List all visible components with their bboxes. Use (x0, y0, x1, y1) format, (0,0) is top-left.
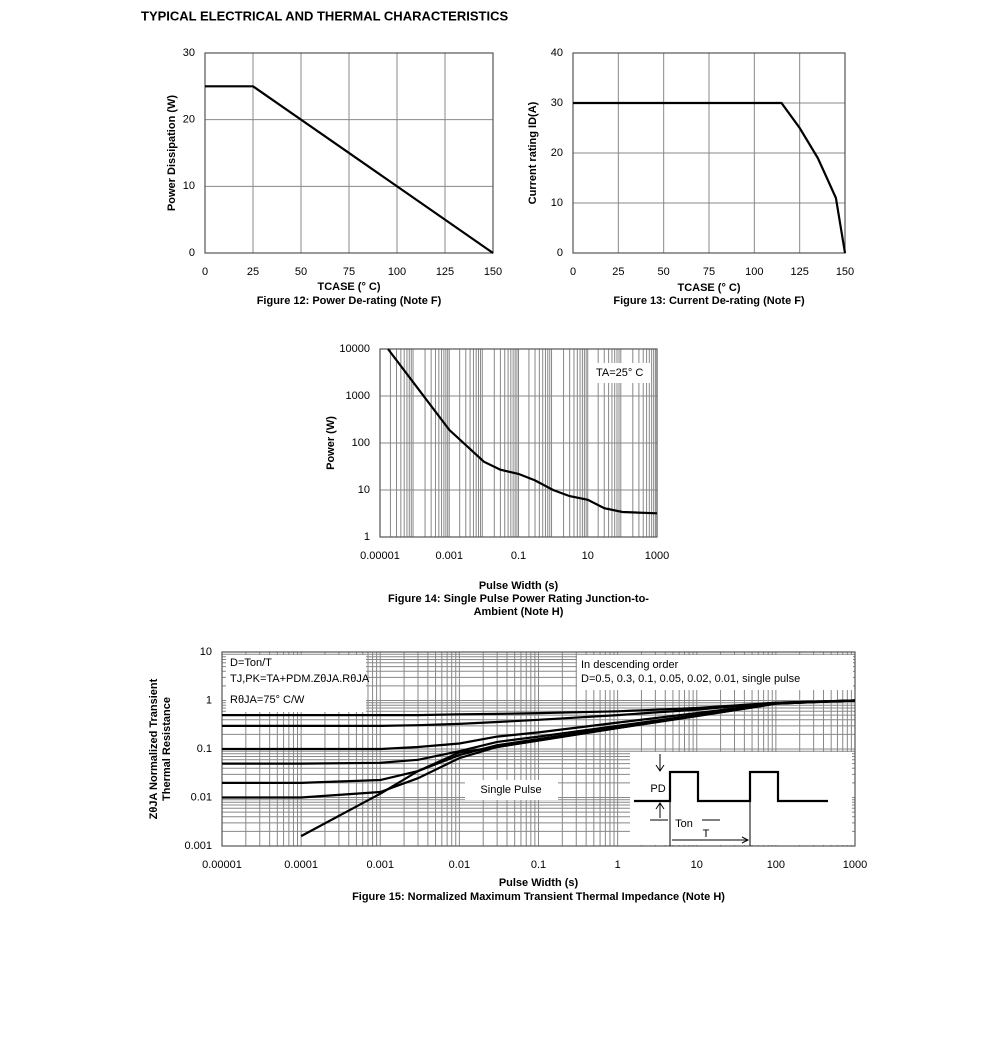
annotation: D=0.5, 0.3, 0.1, 0.05, 0.02, 0.01, singl… (581, 673, 800, 685)
annotation-box (577, 655, 853, 690)
x-axis-label: Pulse Width (s) (479, 580, 559, 592)
x-tick-label: 10 (691, 859, 703, 871)
annotation: RθJA=75° C/W (230, 694, 305, 706)
x-axis-label: Pulse Width (s) (499, 877, 579, 889)
annotation-box (465, 780, 558, 800)
y-tick-label: 10000 (339, 343, 370, 355)
x-tick-label: 10 (582, 550, 594, 562)
annotation: In descending order (581, 659, 679, 671)
y-tick-label: 0 (189, 247, 195, 259)
y-tick-label: 100 (352, 437, 370, 449)
y-tick-label: 1000 (346, 390, 370, 402)
y-axis-label: Power Dissipation (W) (166, 95, 178, 211)
data-line (387, 348, 658, 515)
annotation-box (226, 655, 366, 712)
x-tick-label: 0 (570, 266, 576, 278)
x-tick-label: 1000 (843, 859, 867, 871)
y-tick-label: 1 (364, 531, 370, 543)
y-axis-label: Power (W) (325, 416, 337, 470)
data-line (300, 699, 856, 838)
pulse-diagram (634, 754, 828, 846)
data-line (205, 85, 494, 254)
x-tick-label: 0.01 (449, 859, 470, 871)
y-axis-label: Current rating ID(A) (527, 101, 539, 204)
figure-caption: Figure 15: Normalized Maximum Transient … (352, 891, 725, 903)
x-tick-label: 0.1 (511, 550, 526, 562)
y-tick-label: 30 (551, 97, 563, 109)
x-tick-label: 25 (612, 266, 624, 278)
page-title: TYPICAL ELECTRICAL AND THERMAL CHARACTER… (141, 8, 508, 23)
annotation: Single Pulse (480, 784, 541, 796)
x-tick-label: 0.001 (435, 550, 463, 562)
x-tick-label: 75 (343, 266, 355, 278)
y-tick-label: 0.01 (191, 791, 212, 803)
y-axis-label: ZθJA Normalized Transient (148, 678, 160, 819)
x-tick-label: 1000 (645, 550, 669, 562)
x-tick-label: 25 (247, 266, 259, 278)
y-tick-label: 10 (358, 484, 370, 496)
x-tick-label: 0.00001 (360, 550, 400, 562)
y-tick-label: 10 (200, 646, 212, 658)
plot-frame (379, 348, 658, 538)
y-tick-label: 10 (551, 197, 563, 209)
annotation: TJ,PK=TA+PDM.ZθJA.RθJA (230, 673, 370, 685)
x-tick-label: 100 (767, 859, 785, 871)
x-tick-label: 150 (484, 266, 502, 278)
y-axis-label: Thermal Resistance (161, 697, 173, 801)
annotation: TA=25° C (596, 367, 643, 379)
annotation-box (590, 363, 650, 383)
x-tick-label: 0.00001 (202, 859, 242, 871)
x-tick-label: 50 (658, 266, 670, 278)
x-tick-label: 150 (836, 266, 854, 278)
y-tick-label: 20 (551, 147, 563, 159)
y-tick-label: 0.001 (184, 840, 212, 852)
x-tick-label: 1 (615, 859, 621, 871)
figure-caption: Ambient (Note H) (474, 606, 564, 618)
data-line (222, 699, 856, 751)
y-tick-label: 1 (206, 694, 212, 706)
figure-caption: Figure 13: Current De-rating (Note F) (613, 295, 805, 307)
x-tick-label: 125 (790, 266, 808, 278)
x-tick-label: 0.001 (366, 859, 394, 871)
plot-frame (572, 52, 846, 254)
annotation: D=Ton/T (230, 657, 272, 669)
x-tick-label: 75 (703, 266, 715, 278)
annotation: T (703, 828, 710, 840)
x-tick-label: 100 (388, 266, 406, 278)
y-tick-label: 0 (557, 247, 563, 259)
figure-caption: Figure 14: Single Pulse Power Rating Jun… (388, 593, 649, 605)
y-tick-label: 10 (183, 180, 195, 192)
y-tick-label: 30 (183, 47, 195, 59)
data-line (573, 101, 847, 254)
annotation-box (630, 752, 852, 845)
x-tick-label: 0.0001 (284, 859, 318, 871)
y-tick-label: 20 (183, 114, 195, 126)
data-line (222, 699, 856, 727)
y-tick-label: 40 (551, 47, 563, 59)
y-tick-label: 0.1 (197, 743, 212, 755)
plot-frame (204, 52, 494, 254)
x-axis-label: TCASE (° C) (317, 281, 380, 293)
annotation: PD (650, 783, 665, 795)
x-tick-label: 0 (202, 266, 208, 278)
x-tick-label: 125 (436, 266, 454, 278)
x-tick-label: 0.1 (531, 859, 546, 871)
annotation: Ton (675, 818, 693, 830)
x-axis-label: TCASE (° C) (677, 282, 740, 294)
x-tick-label: 50 (295, 266, 307, 278)
figure-caption: Figure 12: Power De-rating (Note F) (257, 295, 442, 307)
x-tick-label: 100 (745, 266, 763, 278)
